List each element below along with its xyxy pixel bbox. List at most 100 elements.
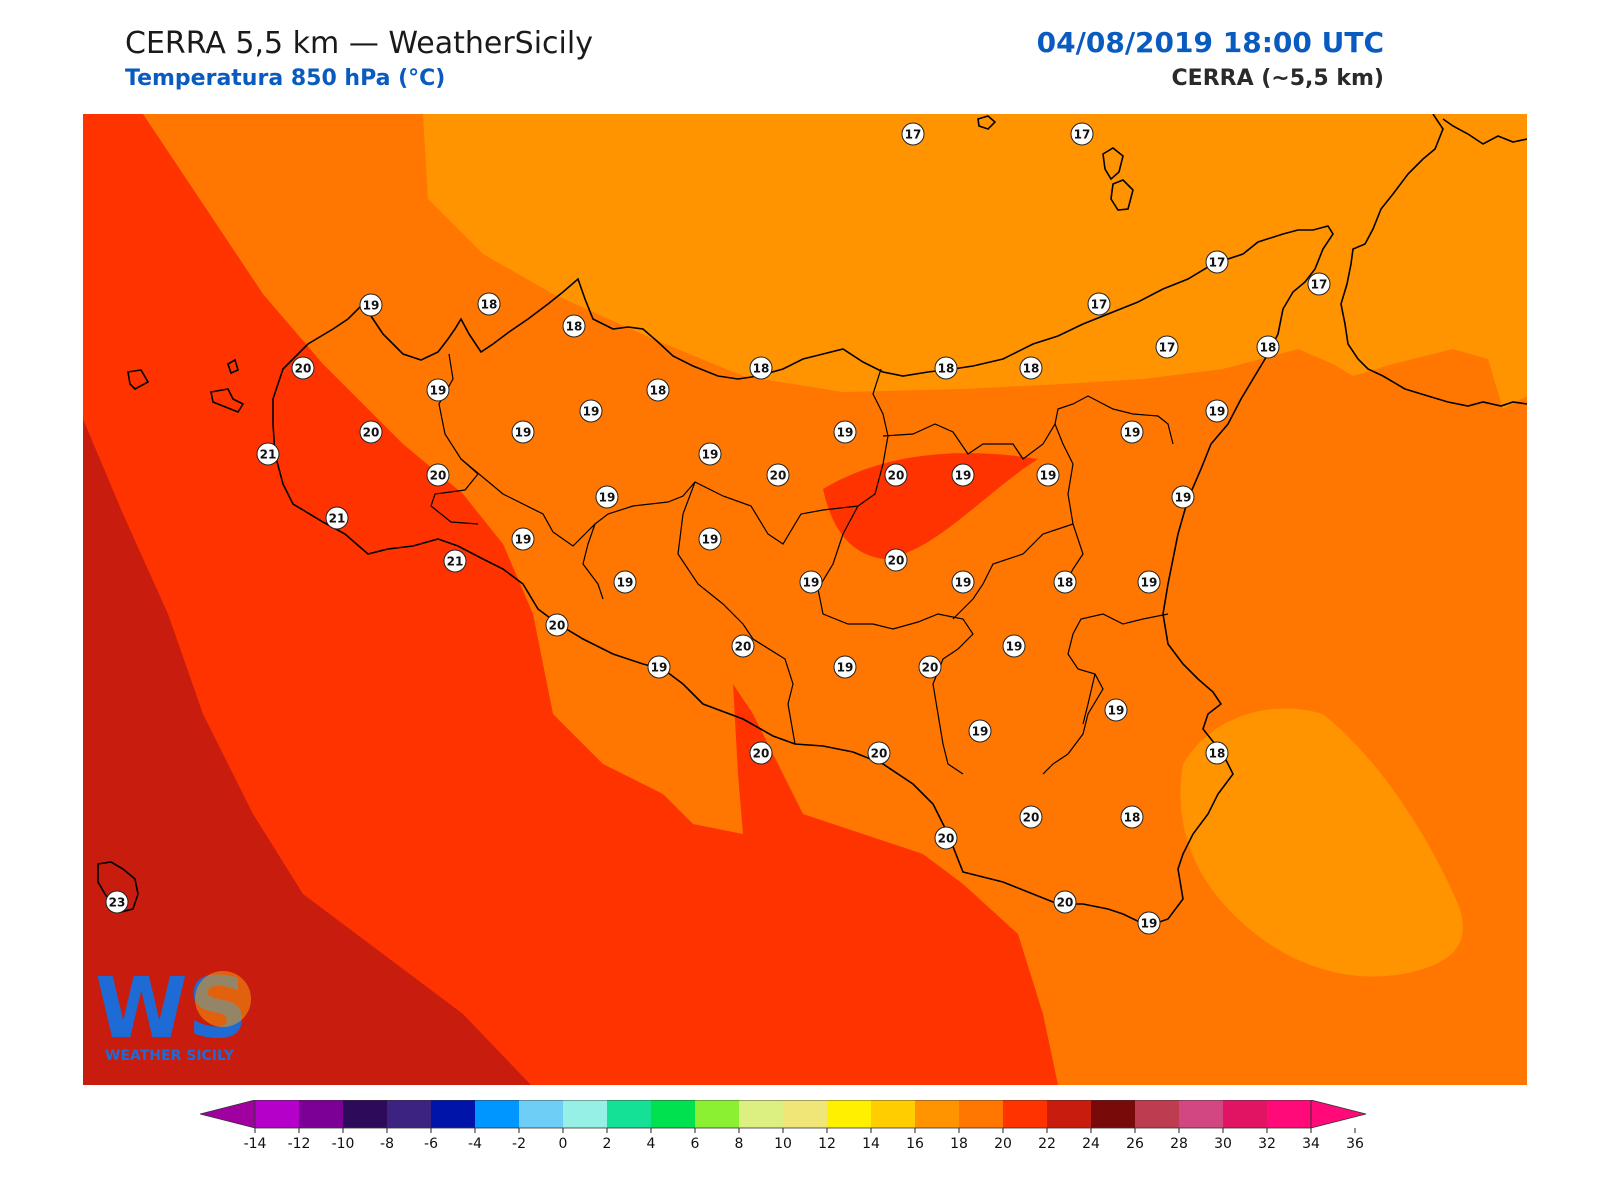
province-border [582, 523, 604, 600]
station-value: 19 [972, 725, 989, 739]
colorbar-tick-label: 10 [774, 1136, 792, 1152]
station-marker: 19 [1137, 911, 1161, 935]
eolie-islands [977, 115, 997, 130]
station-marker-circle [1137, 570, 1161, 594]
station-marker-circle [647, 655, 671, 679]
station-value: 19 [583, 405, 600, 419]
station-value: 19 [1141, 576, 1158, 590]
station-marker-circle [291, 356, 315, 380]
station-marker: 19 [833, 655, 857, 679]
station-value: 20 [871, 747, 888, 761]
calabria-coastline [1340, 114, 1527, 407]
station-marker-circle [511, 420, 535, 444]
station-value: 20 [888, 469, 905, 483]
colorbar-tick-label: -2 [512, 1136, 526, 1152]
eolie-islands-3 [1110, 179, 1134, 211]
temperature-map: 17 17 17 17 17 17 19 18 18 20 19 18 18 18 18 18 19 21 20 19… [83, 114, 1527, 1085]
colorbar-segment [695, 1100, 739, 1128]
station-marker-circle [884, 463, 908, 487]
station-value: 20 [295, 362, 312, 376]
station-value: 18 [1124, 811, 1141, 825]
station-marker-circle [901, 122, 925, 146]
station-value: 18 [481, 298, 498, 312]
station-marker: 20 [1053, 890, 1077, 914]
station-marker: 17 [1070, 122, 1094, 146]
station-value: 19 [599, 491, 616, 505]
station-marker: 18 [1120, 805, 1144, 829]
malta-coastline [97, 861, 139, 913]
station-value: 21 [329, 512, 346, 526]
station-marker-circle [884, 548, 908, 572]
station-marker-circle [1205, 741, 1229, 765]
logo-text: WEATHER SICILY [105, 1048, 235, 1064]
calabria-north-coastline [1442, 118, 1527, 145]
station-marker: 19 [1171, 485, 1195, 509]
station-value: 17 [1209, 256, 1226, 270]
station-value: 20 [753, 747, 770, 761]
station-value: 18 [1260, 341, 1277, 355]
station-marker: 20 [867, 741, 891, 765]
valid-datetime: 04/08/2019 18:00 UTC [1036, 26, 1384, 59]
colorbar-tick-label: 30 [1214, 1136, 1232, 1152]
province-border [1082, 673, 1096, 725]
station-marker: 19 [698, 442, 722, 466]
station-marker: 18 [749, 356, 773, 380]
station-marker-circle [833, 420, 857, 444]
colorbar-tick-label: 16 [906, 1136, 924, 1152]
station-marker-circle [1019, 356, 1043, 380]
station-marker: 18 [1256, 335, 1280, 359]
colorbar-segment [1267, 1100, 1311, 1128]
colorbar-tick-label: 20 [994, 1136, 1012, 1152]
station-marker: 19 [511, 527, 535, 551]
station-marker-circle [579, 399, 603, 423]
temperature-colorbar: -14 -12 -10 -8 -6 -4 -2 0 2 4 6 8 10 12 14 16 18 20 22 24 26… [200, 1100, 1367, 1152]
province-border [1042, 613, 1169, 775]
station-marker: 19 [1137, 570, 1161, 594]
field-18-southeast [1180, 708, 1463, 977]
station-marker-circle [1053, 890, 1077, 914]
station-value: 19 [1141, 917, 1158, 931]
colorbar-tick-label: 8 [735, 1136, 744, 1152]
station-marker: 23 [105, 890, 129, 914]
sicily-coastline [272, 225, 1334, 927]
station-marker-circle [1205, 399, 1229, 423]
station-marker: 18 [934, 356, 958, 380]
station-marker-circle [698, 527, 722, 551]
station-value: 19 [515, 426, 532, 440]
station-value: 20 [363, 426, 380, 440]
station-value: 19 [430, 384, 447, 398]
station-value: 18 [650, 384, 667, 398]
station-marker: 20 [731, 634, 755, 658]
station-marker-circle [477, 292, 501, 316]
colorbar-tick-label: -8 [380, 1136, 394, 1152]
station-marker-circle [1036, 463, 1060, 487]
station-marker-circle [646, 378, 670, 402]
colorbar-segment [1003, 1100, 1047, 1128]
colorbar-ticks: -14 -12 -10 -8 -6 -4 -2 0 2 4 6 8 10 12 14 16 18 20 22 24 26… [244, 1128, 1364, 1152]
station-marker: 19 [595, 485, 619, 509]
station-value: 18 [938, 362, 955, 376]
station-marker: 20 [359, 420, 383, 444]
station-marker-circle [731, 634, 755, 658]
colorbar-segment [255, 1100, 299, 1128]
station-value: 19 [651, 661, 668, 675]
colorbar-segment [739, 1100, 783, 1128]
weather-sicily-logo: WS WEATHER SICILY [95, 959, 251, 1064]
station-marker: 20 [934, 826, 958, 850]
station-value: 19 [1040, 469, 1057, 483]
station-marker: 21 [443, 549, 467, 573]
colorbar-tick-label: 14 [862, 1136, 880, 1152]
station-marker: 20 [426, 463, 450, 487]
colorbar-tick-label: 32 [1258, 1136, 1276, 1152]
station-marker: 17 [1307, 272, 1331, 296]
egadi-islands-3 [227, 358, 239, 375]
colorbar-extend-high [1310, 1100, 1367, 1129]
station-marker: 19 [613, 570, 637, 594]
station-value: 20 [430, 469, 447, 483]
colorbar-tick-label: 18 [950, 1136, 968, 1152]
station-marker-circle [749, 741, 773, 765]
station-marker: 18 [1053, 570, 1077, 594]
province-border [882, 395, 1174, 460]
egadi-islands-2 [210, 388, 245, 413]
station-value: 19 [702, 448, 719, 462]
